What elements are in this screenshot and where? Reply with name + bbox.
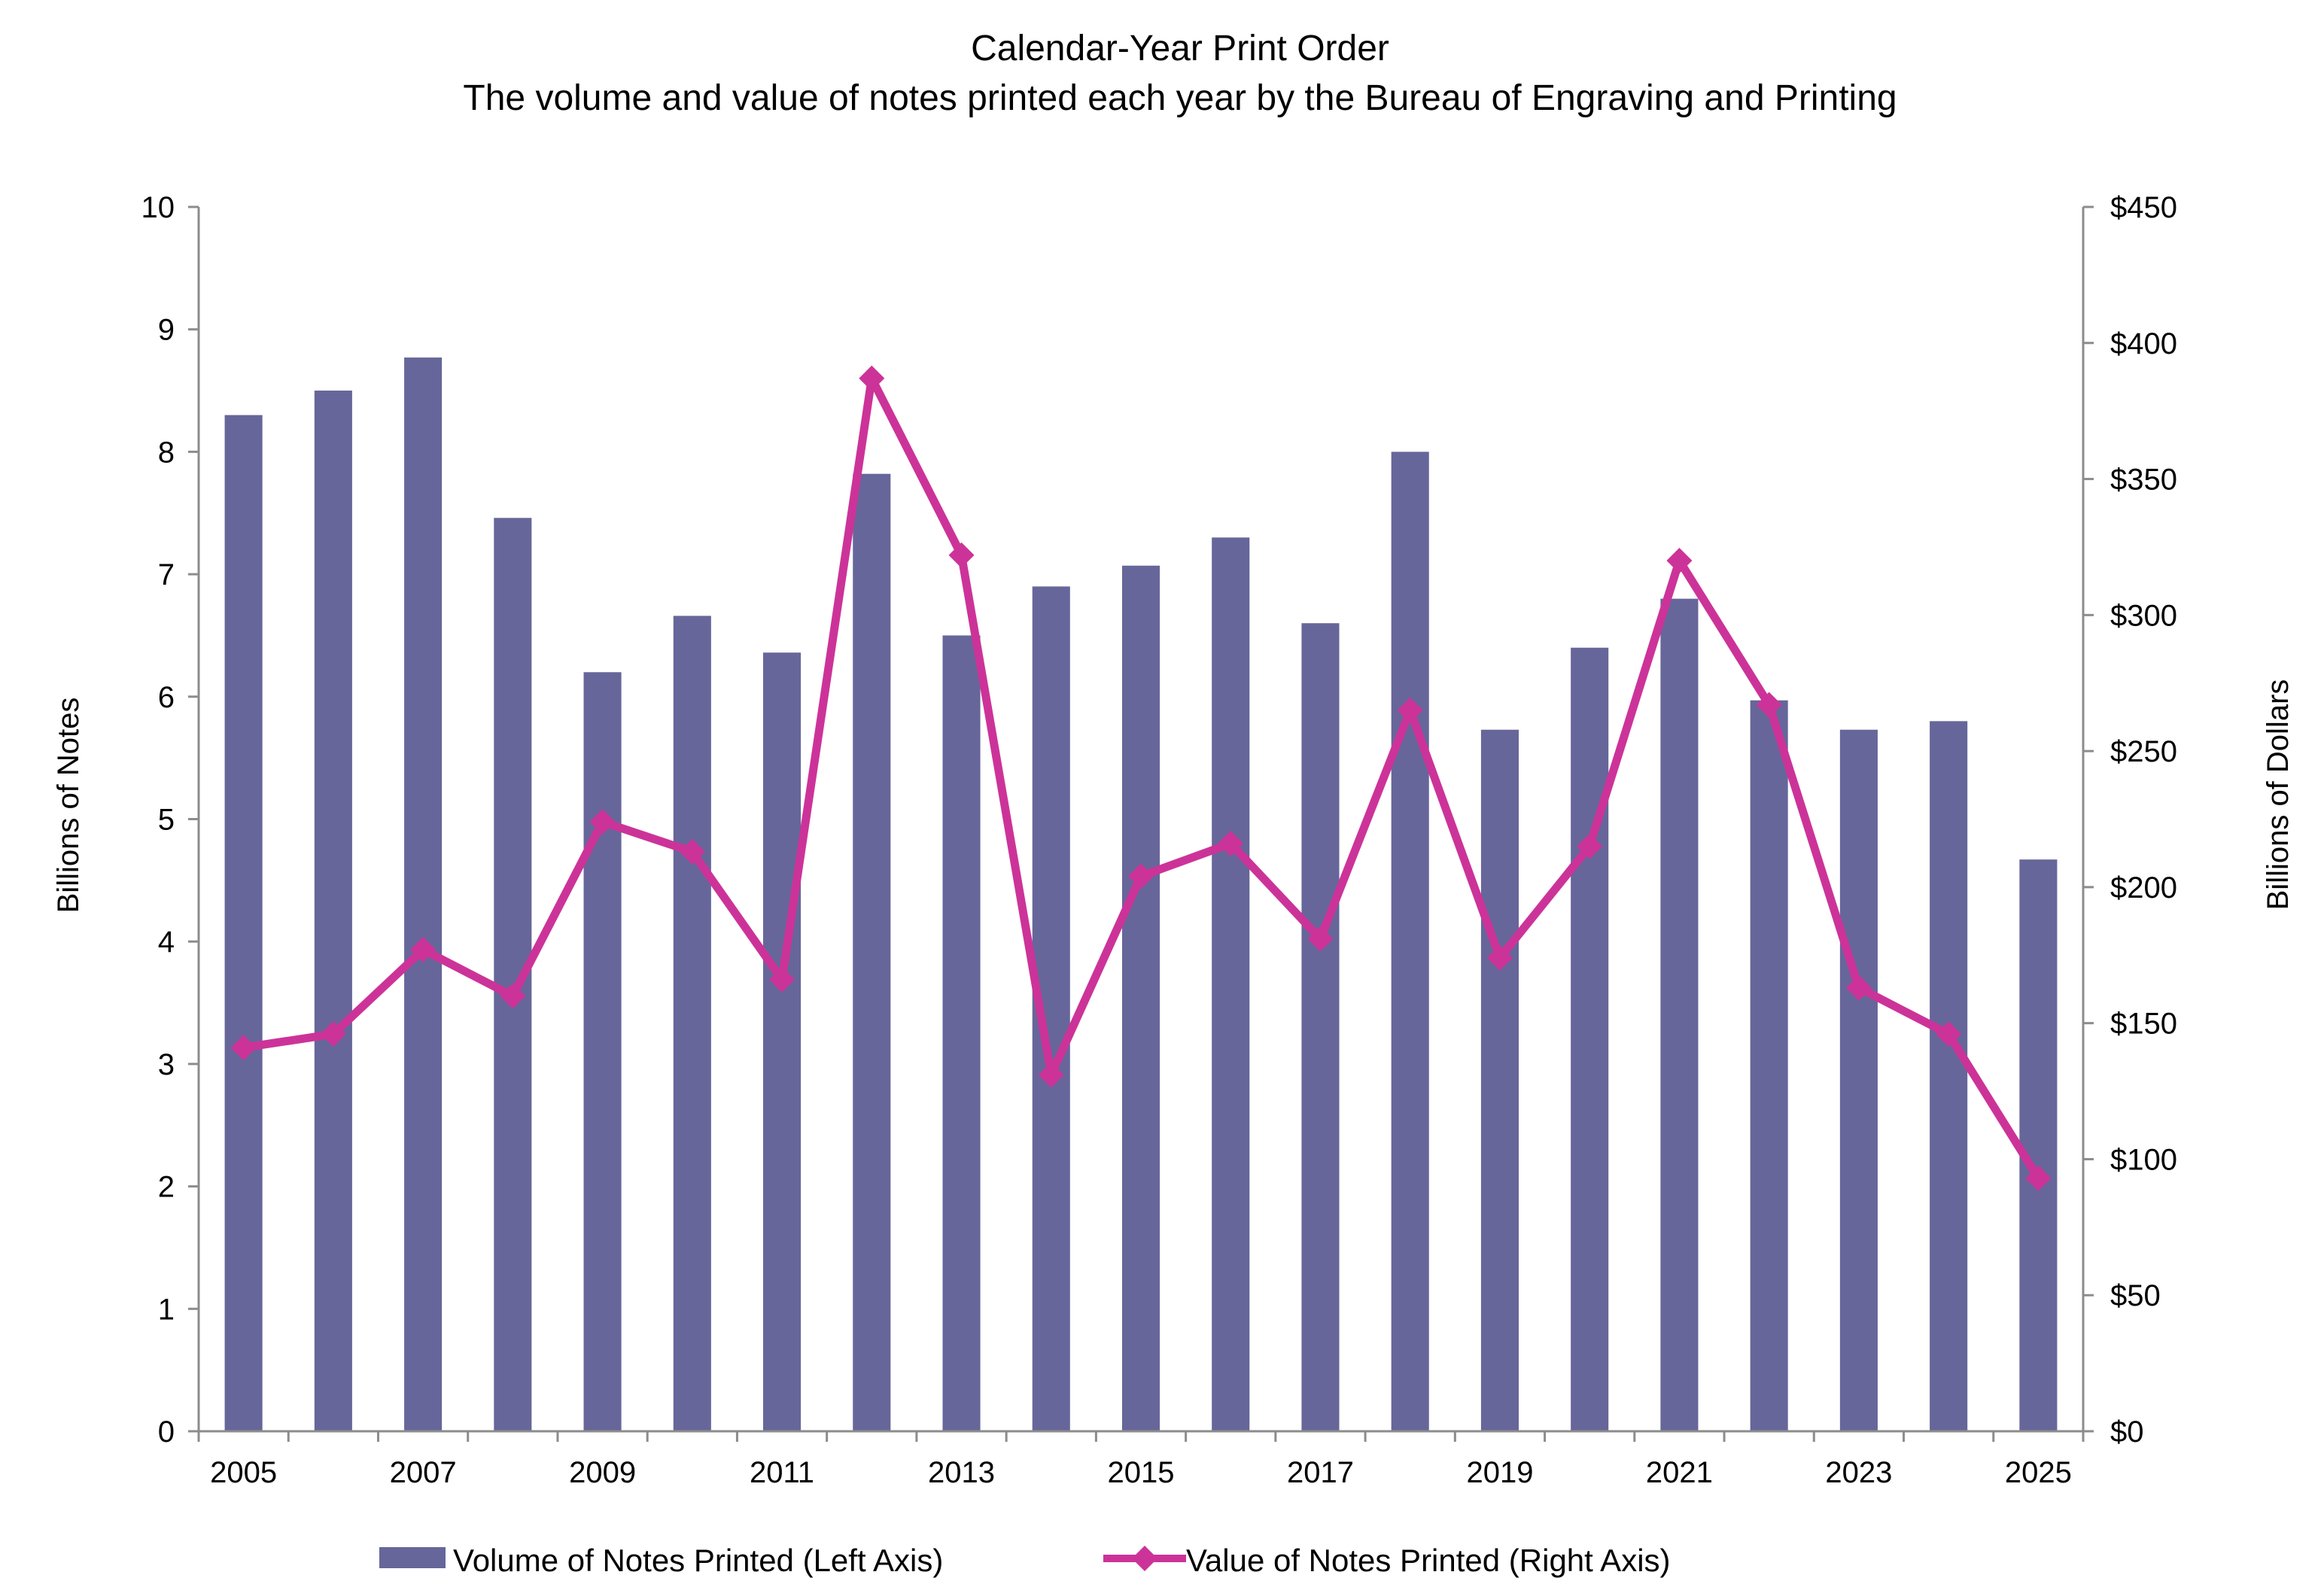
left-tick-label: 2 <box>158 1171 175 1204</box>
x-tick-label: 2025 <box>2005 1456 2072 1489</box>
bar-series-volume <box>224 357 2058 1432</box>
value-marker-2008 <box>500 983 526 1009</box>
value-marker-2009 <box>589 809 616 835</box>
value-marker-2018 <box>1397 697 1423 723</box>
value-marker-2024 <box>1936 1021 1962 1047</box>
legend-label-value: Value of Notes Printed (Right Axis) <box>1186 1543 1671 1578</box>
right-tick-label: $450 <box>2110 191 2177 224</box>
chart-title: Calendar-Year Print Order <box>971 29 1389 68</box>
legend-label-volume: Volume of Notes Printed (Left Axis) <box>453 1543 943 1578</box>
x-tick-label: 2007 <box>390 1456 457 1489</box>
bar-2025 <box>2019 859 2058 1431</box>
bar-2019 <box>1480 729 1519 1431</box>
bar-2011 <box>763 652 802 1431</box>
left-tick-label: 4 <box>158 926 175 959</box>
left-tick-label: 6 <box>158 681 175 714</box>
left-axis-label: Billions of Notes <box>52 698 85 914</box>
right-axis-label: Billions of Dollars <box>2262 680 2295 911</box>
legend-swatch-volume <box>379 1547 446 1568</box>
value-marker-2010 <box>679 838 705 865</box>
bar-2015 <box>1121 565 1160 1432</box>
value-marker-2017 <box>1307 926 1334 952</box>
right-tick-label: $200 <box>2110 871 2177 905</box>
left-tick-label: 3 <box>158 1048 175 1081</box>
bar-2006 <box>314 391 352 1431</box>
bar-2024 <box>1930 721 1968 1431</box>
legend: Volume of Notes Printed (Left Axis) Valu… <box>379 1543 1671 1578</box>
right-tick-label: $250 <box>2110 735 2177 768</box>
left-tick-label: 9 <box>158 314 175 347</box>
value-marker-2019 <box>1486 944 1513 971</box>
left-tick-label: 0 <box>158 1415 175 1449</box>
right-tick-label: $150 <box>2110 1008 2177 1041</box>
value-marker-2005 <box>230 1035 257 1061</box>
value-marker-2007 <box>410 937 437 963</box>
bar-2009 <box>583 672 622 1431</box>
bar-2013 <box>942 635 981 1432</box>
bar-2018 <box>1391 451 1429 1431</box>
bar-2022 <box>1750 700 1788 1431</box>
value-marker-2022 <box>1756 692 1782 718</box>
right-tick-label: $50 <box>2110 1279 2161 1312</box>
value-marker-2006 <box>320 1021 346 1047</box>
x-tick-label: 2019 <box>1466 1456 1533 1489</box>
right-tick-label: $0 <box>2110 1415 2144 1449</box>
x-tick-label: 2017 <box>1287 1456 1354 1489</box>
x-tick-label: 2005 <box>210 1456 277 1489</box>
left-tick-label: 1 <box>158 1293 175 1326</box>
x-tick-label: 2023 <box>1825 1456 1892 1489</box>
chart-subtitle: The volume and value of notes printed ea… <box>463 78 1897 118</box>
value-marker-2016 <box>1218 831 1244 857</box>
value-marker-2011 <box>769 966 795 993</box>
value-marker-2020 <box>1577 833 1603 859</box>
left-tick-label: 10 <box>141 191 175 224</box>
value-marker-2012 <box>859 365 885 391</box>
x-tick-label: 2013 <box>928 1456 995 1489</box>
line-series-value <box>230 365 2052 1191</box>
value-marker-2013 <box>948 542 975 568</box>
x-tick-label: 2015 <box>1108 1456 1175 1489</box>
right-tick-label: $300 <box>2110 599 2177 632</box>
right-tick-label: $400 <box>2110 327 2177 360</box>
bar-2010 <box>673 616 711 1432</box>
x-tick-label: 2011 <box>750 1456 814 1489</box>
bar-2012 <box>853 473 891 1431</box>
bar-2017 <box>1301 623 1340 1432</box>
right-tick-label: $350 <box>2110 464 2177 497</box>
bar-2007 <box>404 357 443 1432</box>
bar-2020 <box>1571 647 1609 1431</box>
legend-swatch-value-marker <box>1132 1546 1157 1571</box>
axes: 0 1 2 3 4 5 6 7 8 9 10 $0 $50 $100 $150 $200 $250 $300 $35… <box>141 191 2177 1489</box>
bar-2021 <box>1660 598 1699 1431</box>
right-tick-label: $100 <box>2110 1143 2177 1176</box>
left-tick-label: 7 <box>158 558 175 591</box>
x-tick-label: 2021 <box>1646 1456 1713 1489</box>
left-tick-label: 8 <box>158 436 175 469</box>
value-marker-2023 <box>1845 974 1872 1001</box>
bar-2016 <box>1212 537 1250 1431</box>
x-tick-label: 2009 <box>569 1456 636 1489</box>
value-marker-2015 <box>1128 863 1154 889</box>
bar-2023 <box>1839 729 1878 1431</box>
value-marker-2025 <box>2025 1165 2052 1191</box>
value-marker-2021 <box>1666 548 1693 574</box>
left-tick-label: 5 <box>158 804 175 837</box>
bar-2005 <box>224 415 263 1431</box>
value-marker-2014 <box>1038 1062 1064 1088</box>
